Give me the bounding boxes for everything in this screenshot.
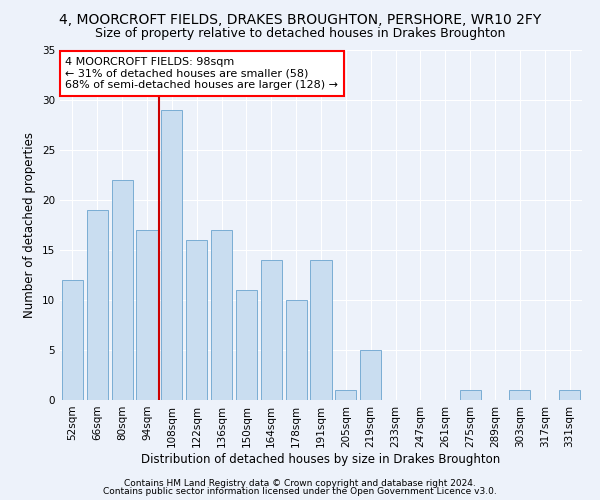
Bar: [559, 390, 580, 400]
Bar: [335, 390, 356, 400]
Bar: [62, 280, 83, 400]
Bar: [186, 240, 207, 400]
Text: 4, MOORCROFT FIELDS, DRAKES BROUGHTON, PERSHORE, WR10 2FY: 4, MOORCROFT FIELDS, DRAKES BROUGHTON, P…: [59, 12, 541, 26]
Text: Contains public sector information licensed under the Open Government Licence v3: Contains public sector information licen…: [103, 488, 497, 496]
Text: Size of property relative to detached houses in Drakes Broughton: Size of property relative to detached ho…: [95, 28, 505, 40]
Bar: [112, 180, 133, 400]
Bar: [261, 260, 282, 400]
Bar: [136, 230, 158, 400]
Bar: [509, 390, 530, 400]
Bar: [211, 230, 232, 400]
Bar: [460, 390, 481, 400]
X-axis label: Distribution of detached houses by size in Drakes Broughton: Distribution of detached houses by size …: [142, 452, 500, 466]
Bar: [87, 210, 108, 400]
Bar: [286, 300, 307, 400]
Text: 4 MOORCROFT FIELDS: 98sqm
← 31% of detached houses are smaller (58)
68% of semi-: 4 MOORCROFT FIELDS: 98sqm ← 31% of detac…: [65, 57, 338, 90]
Y-axis label: Number of detached properties: Number of detached properties: [23, 132, 37, 318]
Bar: [161, 110, 182, 400]
Bar: [236, 290, 257, 400]
Text: Contains HM Land Registry data © Crown copyright and database right 2024.: Contains HM Land Registry data © Crown c…: [124, 478, 476, 488]
Bar: [310, 260, 332, 400]
Bar: [360, 350, 381, 400]
